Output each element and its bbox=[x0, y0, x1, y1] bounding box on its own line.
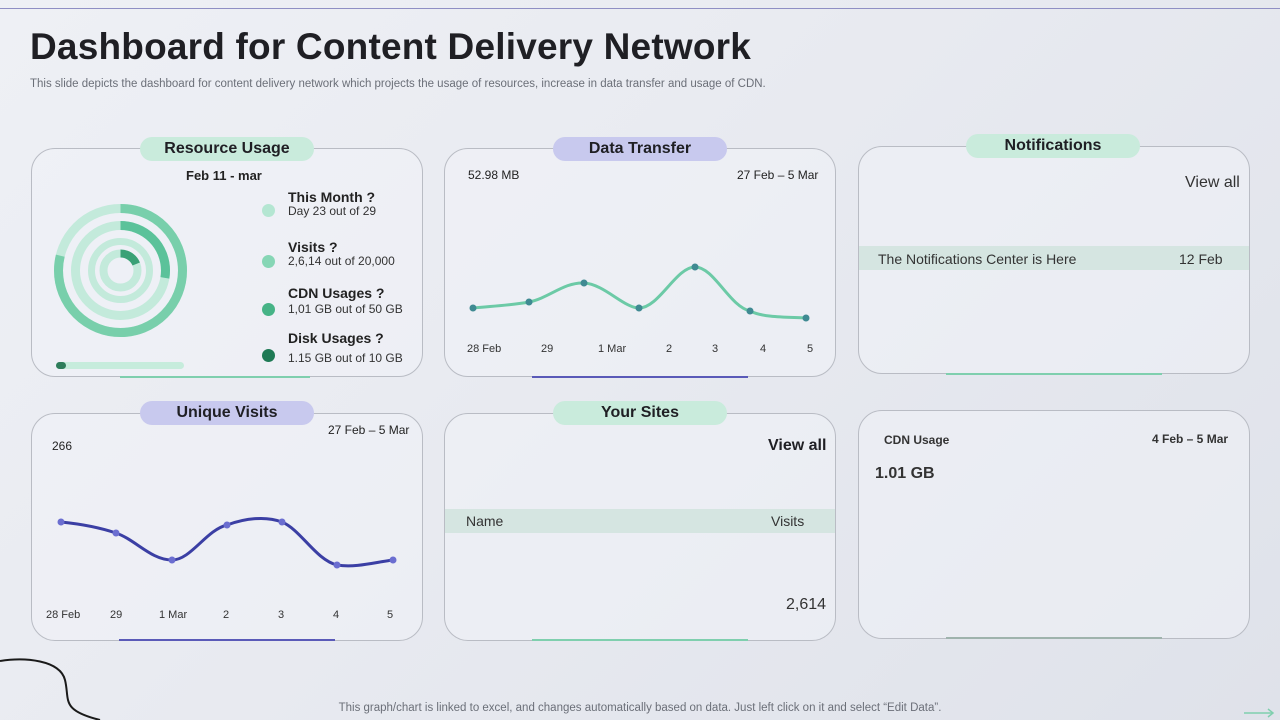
data-transfer-point-1 bbox=[469, 304, 477, 312]
data-transfer-xtick-5: 3 bbox=[712, 343, 719, 355]
unique-visits-chart bbox=[57, 516, 397, 569]
legend-dot-this-month bbox=[262, 204, 275, 217]
ring-cdn bbox=[88, 238, 153, 303]
legend-label-this-month: This Month ? bbox=[288, 189, 376, 205]
unique-visits-point-3 bbox=[168, 556, 176, 564]
your-sites-col-visits: Visits bbox=[771, 513, 805, 529]
data-transfer-card bbox=[444, 148, 836, 377]
data-transfer-heading: Data Transfer bbox=[553, 137, 727, 161]
arrow-right-icon bbox=[1244, 708, 1275, 718]
legend-label-disk: Disk Usages ? bbox=[288, 330, 384, 346]
unique-visits-point-6 bbox=[333, 561, 341, 569]
your-sites-col-name: Name bbox=[466, 513, 504, 529]
cdn-usage-date-range: 4 Feb – 5 Mar bbox=[1152, 432, 1229, 446]
notifications-heading: Notifications bbox=[966, 134, 1140, 158]
notification-message: The Notifications Center is Here bbox=[878, 251, 1077, 267]
unique-visits-xtick-7: 5 bbox=[387, 609, 394, 621]
unique-visits-xtick-2: 29 bbox=[110, 609, 123, 621]
data-transfer-date-range: 27 Feb – 5 Mar bbox=[737, 168, 819, 182]
cdn-usage-card bbox=[858, 410, 1250, 639]
data-transfer-point-4 bbox=[635, 304, 643, 312]
unique-visits-underline bbox=[119, 639, 335, 641]
your-sites-header-row bbox=[445, 509, 835, 533]
data-transfer-point-2 bbox=[525, 298, 533, 306]
unique-visits-point-7 bbox=[389, 556, 397, 564]
legend-dot-cdn bbox=[262, 303, 275, 316]
data-transfer-xtick-4: 2 bbox=[666, 343, 673, 355]
unique-visits-point-1 bbox=[57, 518, 65, 526]
legend-dot-disk bbox=[262, 349, 275, 362]
data-transfer-xtick-7: 5 bbox=[807, 343, 814, 355]
data-transfer-point-3 bbox=[580, 279, 588, 287]
unique-visits-xtick-1: 28 Feb bbox=[46, 609, 81, 621]
data-transfer-point-7 bbox=[802, 314, 810, 322]
legend-detail-cdn: 1,01 GB out of 50 GB bbox=[288, 302, 403, 316]
your-sites-view-all[interactable]: View all bbox=[768, 437, 827, 454]
legend-label-visits: Visits ? bbox=[288, 239, 338, 255]
legend-detail-visits: 2,6,14 out of 20,000 bbox=[288, 254, 395, 268]
your-sites-underline bbox=[532, 639, 748, 641]
data-transfer-xtick-3: 1 Mar bbox=[598, 343, 627, 355]
data-transfer-xtick-1: 28 Feb bbox=[467, 343, 502, 355]
unique-visits-point-2 bbox=[112, 529, 120, 537]
unique-visits-date-range: 27 Feb – 5 Mar bbox=[328, 423, 410, 437]
cdn-usage-label: CDN Usage bbox=[884, 433, 950, 447]
footer-note: This graph/chart is linked to excel, and… bbox=[338, 702, 942, 714]
legend-detail-this-month: Day 23 out of 29 bbox=[288, 204, 377, 218]
resource-usage-rings bbox=[54, 204, 187, 337]
data-transfer-xtick-2: 29 bbox=[541, 343, 554, 355]
cdn-usage-underline bbox=[946, 637, 1162, 639]
data-transfer-value: 52.98 MB bbox=[468, 168, 520, 182]
notifications-view-all[interactable]: View all bbox=[1185, 174, 1240, 191]
ring-visits-fill bbox=[71, 221, 170, 320]
unique-visits-xtick-4: 2 bbox=[223, 609, 230, 621]
resource-usage-underline bbox=[120, 376, 310, 378]
data-transfer-underline bbox=[532, 376, 748, 378]
resource-usage-progress-track bbox=[56, 362, 184, 369]
ring-this-month-fill bbox=[54, 204, 187, 337]
unique-visits-xtick-6: 4 bbox=[333, 609, 340, 621]
unique-visits-xtick-5: 3 bbox=[278, 609, 285, 621]
legend-dot-visits bbox=[262, 255, 275, 268]
notification-date: 12 Feb bbox=[1179, 251, 1223, 267]
your-sites-total: 2,614 bbox=[786, 596, 827, 613]
unique-visits-value: 266 bbox=[52, 439, 73, 453]
unique-visits-heading: Unique Visits bbox=[140, 401, 314, 425]
decorative-curve bbox=[0, 658, 101, 720]
notification-row[interactable] bbox=[859, 246, 1249, 270]
data-transfer-point-6 bbox=[746, 307, 754, 315]
data-transfer-chart bbox=[469, 263, 810, 322]
unique-visits-xtick-3: 1 Mar bbox=[159, 609, 188, 621]
resource-usage-card bbox=[31, 148, 423, 377]
notifications-underline bbox=[946, 373, 1162, 375]
ring-disk-fill bbox=[99, 249, 142, 292]
your-sites-heading: Your Sites bbox=[553, 401, 727, 425]
legend-detail-disk: 1.15 GB out of 10 GB bbox=[288, 351, 403, 365]
unique-visits-point-4 bbox=[223, 521, 231, 529]
resource-usage-date-range: Feb 11 - mar bbox=[186, 168, 262, 183]
cdn-usage-value: 1.01 GB bbox=[875, 465, 935, 482]
page-title: Dashboard for Content Delivery Network bbox=[30, 26, 752, 67]
unique-visits-point-5 bbox=[278, 518, 286, 526]
data-transfer-xtick-6: 4 bbox=[760, 343, 767, 355]
data-transfer-point-5 bbox=[691, 263, 699, 271]
legend-label-cdn: CDN Usages ? bbox=[288, 285, 385, 301]
page-subtitle: This slide depicts the dashboard for con… bbox=[30, 78, 766, 90]
resource-usage-progress-fill bbox=[56, 362, 67, 369]
top-divider bbox=[0, 8, 1280, 9]
resource-usage-heading: Resource Usage bbox=[140, 137, 314, 161]
